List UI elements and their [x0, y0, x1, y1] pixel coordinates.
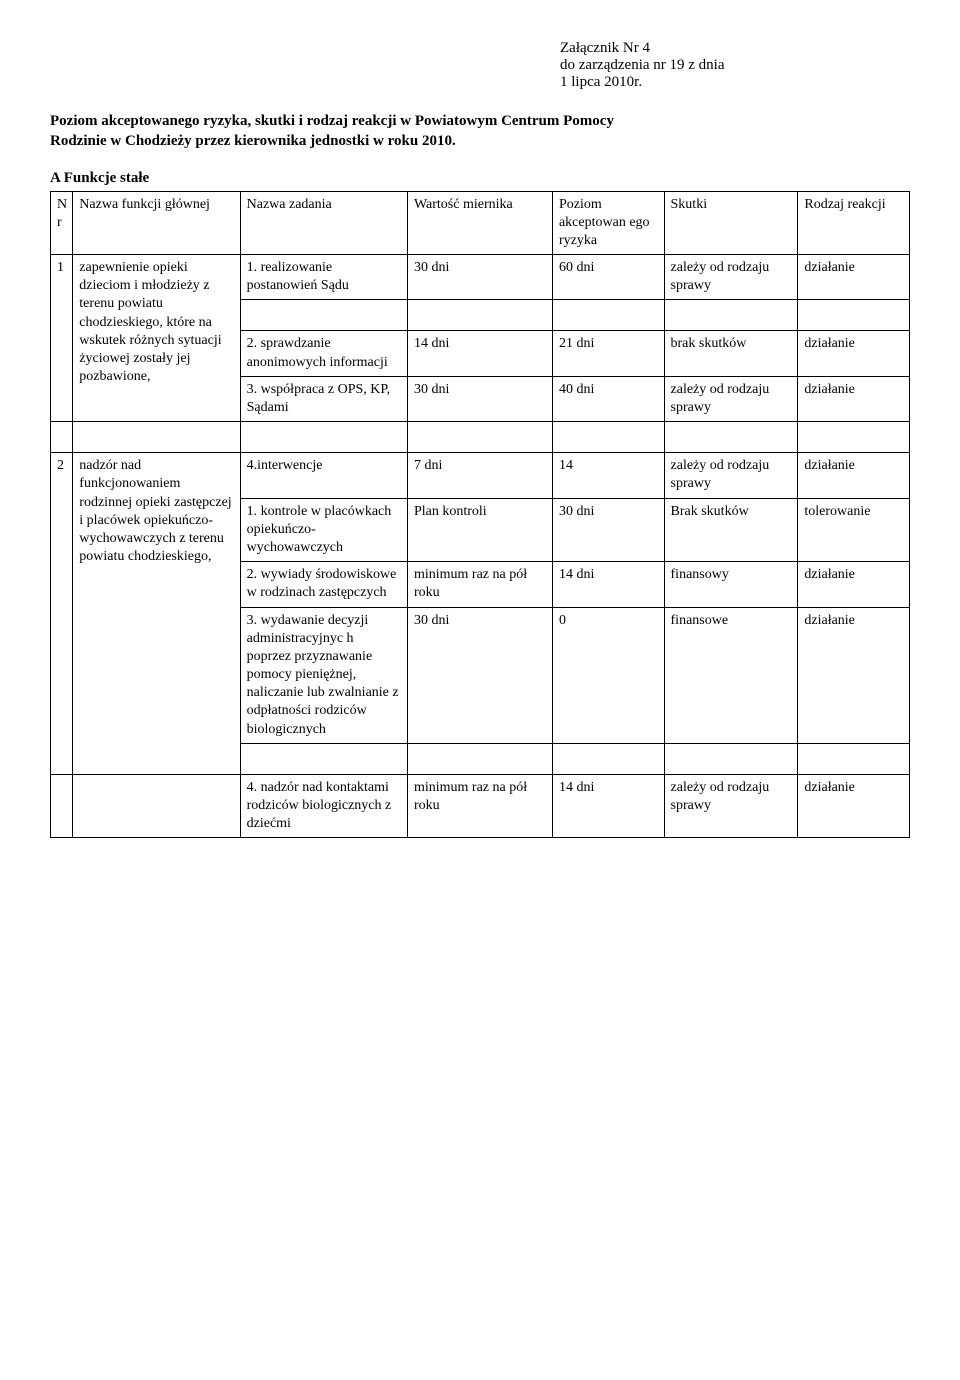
cell-meas: 30 dni: [407, 376, 552, 421]
cell-empty: [664, 422, 798, 453]
cell-task: 1. realizowanie postanowień Sądu: [240, 255, 407, 300]
cell-task: 4.interwencje: [240, 453, 407, 498]
cell-task: 2. wywiady środowiskowe w rodzinach zast…: [240, 562, 407, 607]
cell-func: nadzór nad funkcjonowaniem rodzinnej opi…: [73, 453, 240, 775]
intro-block: Poziom akceptowanego ryzyka, skutki i ro…: [50, 111, 910, 152]
cell-task: 3. wydawanie decyzji administracyjnyc h …: [240, 607, 407, 743]
cell-empty: [407, 300, 552, 331]
header-nr: N r: [51, 191, 73, 255]
cell-risk: 0: [552, 607, 664, 743]
cell-eff: Brak skutków: [664, 498, 798, 562]
cell-empty: [73, 422, 240, 453]
cell-nr: 1: [51, 255, 73, 422]
cell-react: tolerowanie: [798, 498, 910, 562]
header-func: Nazwa funkcji głównej: [73, 191, 240, 255]
attachment-line3: 1 lipca 2010r.: [560, 74, 910, 91]
table-row: 4. nadzór nad kontaktami rodziców biolog…: [51, 774, 910, 838]
section-title: A Funkcje stałe: [50, 170, 910, 187]
cell-meas: 7 dni: [407, 453, 552, 498]
cell-meas: 30 dni: [407, 607, 552, 743]
cell-nr: 2: [51, 453, 73, 775]
cell-empty: [552, 300, 664, 331]
attachment-block: Załącznik Nr 4 do zarządzenia nr 19 z dn…: [560, 40, 910, 91]
table-row: 2 nadzór nad funkcjonowaniem rodzinnej o…: [51, 453, 910, 498]
cell-risk: 40 dni: [552, 376, 664, 421]
cell-risk: 14 dni: [552, 562, 664, 607]
intro-line2: Rodzinie w Chodzieży przez kierownika je…: [50, 131, 910, 151]
cell-meas: minimum raz na pół roku: [407, 774, 552, 838]
header-eff: Skutki: [664, 191, 798, 255]
cell-react: działanie: [798, 774, 910, 838]
cell-empty: [407, 422, 552, 453]
cell-empty: [51, 774, 73, 838]
cell-react: działanie: [798, 331, 910, 376]
cell-risk: 14: [552, 453, 664, 498]
risk-table: N r Nazwa funkcji głównej Nazwa zadania …: [50, 191, 910, 839]
attachment-line2: do zarządzenia nr 19 z dnia: [560, 57, 910, 74]
cell-empty: [240, 743, 407, 774]
cell-eff: brak skutków: [664, 331, 798, 376]
header-meas: Wartość miernika: [407, 191, 552, 255]
cell-react: działanie: [798, 607, 910, 743]
cell-empty: [240, 422, 407, 453]
cell-empty: [552, 743, 664, 774]
table-row: 1 zapewnienie opieki dzieciom i młodzież…: [51, 255, 910, 300]
cell-task: 2. sprawdzanie anonimowych informacji: [240, 331, 407, 376]
cell-empty: [798, 422, 910, 453]
cell-react: działanie: [798, 453, 910, 498]
attachment-line1: Załącznik Nr 4: [560, 40, 910, 57]
cell-empty: [798, 300, 910, 331]
cell-empty: [798, 743, 910, 774]
cell-func: zapewnienie opieki dzieciom i młodzieży …: [73, 255, 240, 422]
cell-empty: [51, 422, 73, 453]
cell-empty: [552, 422, 664, 453]
cell-risk: 21 dni: [552, 331, 664, 376]
intro-line1: Poziom akceptowanego ryzyka, skutki i ro…: [50, 111, 910, 131]
cell-meas: 30 dni: [407, 255, 552, 300]
cell-react: działanie: [798, 255, 910, 300]
cell-react: działanie: [798, 376, 910, 421]
cell-eff: finansowe: [664, 607, 798, 743]
cell-risk: 60 dni: [552, 255, 664, 300]
cell-eff: zależy od rodzaju sprawy: [664, 774, 798, 838]
table-row: [51, 422, 910, 453]
table-header-row: N r Nazwa funkcji głównej Nazwa zadania …: [51, 191, 910, 255]
cell-meas: Plan kontroli: [407, 498, 552, 562]
header-react: Rodzaj reakcji: [798, 191, 910, 255]
cell-task: 1. kontrole w placówkach opiekuńczo-wych…: [240, 498, 407, 562]
cell-meas: 14 dni: [407, 331, 552, 376]
cell-task: 4. nadzór nad kontaktami rodziców biolog…: [240, 774, 407, 838]
cell-eff: zależy od rodzaju sprawy: [664, 376, 798, 421]
cell-empty: [73, 774, 240, 838]
cell-risk: 30 dni: [552, 498, 664, 562]
header-task: Nazwa zadania: [240, 191, 407, 255]
cell-empty: [664, 300, 798, 331]
cell-empty: [664, 743, 798, 774]
cell-eff: zależy od rodzaju sprawy: [664, 453, 798, 498]
cell-eff: finansowy: [664, 562, 798, 607]
cell-risk: 14 dni: [552, 774, 664, 838]
cell-react: działanie: [798, 562, 910, 607]
cell-task: 3. współpraca z OPS, KP, Sądami: [240, 376, 407, 421]
cell-eff: zależy od rodzaju sprawy: [664, 255, 798, 300]
cell-empty: [407, 743, 552, 774]
cell-empty: [240, 300, 407, 331]
header-risk: Poziom akceptowan ego ryzyka: [552, 191, 664, 255]
cell-meas: minimum raz na pół roku: [407, 562, 552, 607]
